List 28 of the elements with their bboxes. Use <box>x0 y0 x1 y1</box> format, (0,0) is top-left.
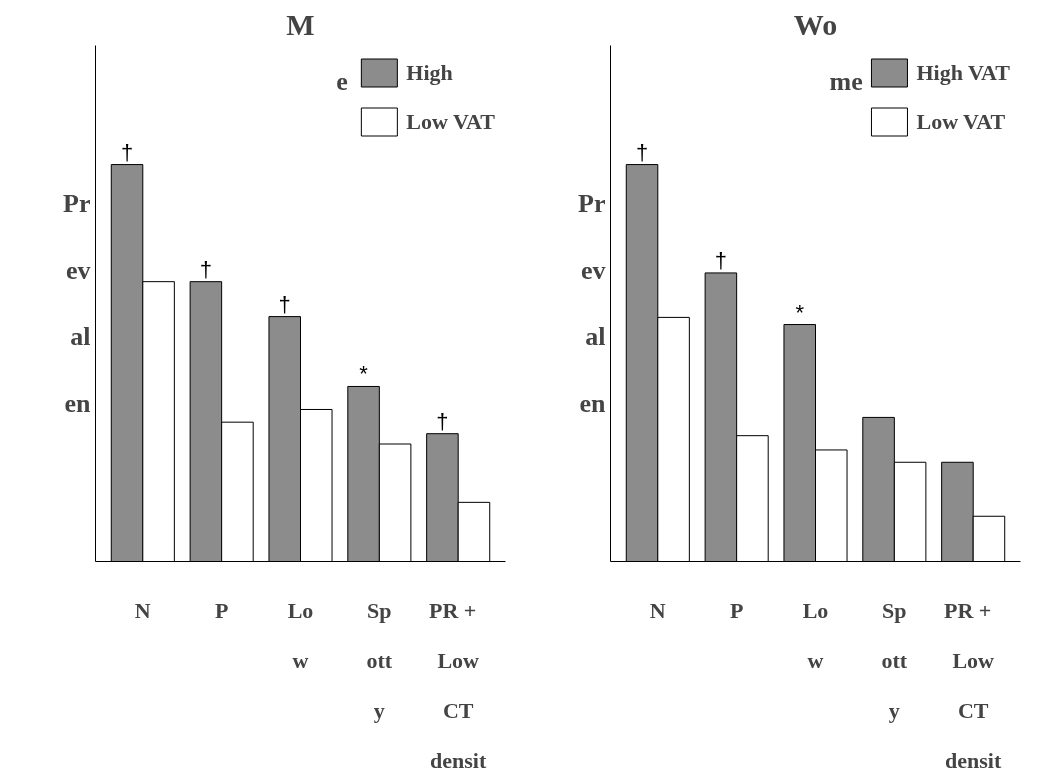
text: e <box>336 67 348 97</box>
chart-title: M <box>286 7 315 41</box>
annotation: * <box>359 361 369 387</box>
x-tick-label: PR + Low CT densit <box>429 597 487 773</box>
x-tick-label: Lo w <box>287 597 314 673</box>
x-tick-label: Lo w <box>802 597 829 673</box>
text: Pr ev al en <box>63 188 91 419</box>
x-tick-label: P <box>729 597 744 623</box>
x-tick-label: N <box>134 597 151 623</box>
annotation: † <box>436 408 449 434</box>
annotation: * <box>795 299 805 325</box>
legend-label: Low VAT <box>916 108 1006 135</box>
x-tick-label: P <box>214 597 229 623</box>
annotation: † <box>120 139 134 165</box>
text: me <box>829 67 863 97</box>
chart-title: Wo <box>793 7 838 41</box>
x-tick-label: Sp ott y <box>366 597 393 723</box>
x-tick-label: PR + Low CT densit <box>944 597 1002 773</box>
annotation: † <box>199 256 213 282</box>
annotation: † <box>278 291 291 317</box>
text: Pr ev al en <box>578 188 606 419</box>
annotation: † <box>635 139 649 165</box>
annotation: † <box>714 247 728 273</box>
x-tick-label: Sp ott y <box>881 597 908 723</box>
legend-label: High <box>406 59 453 86</box>
legend-label: Low VAT <box>406 108 495 135</box>
legend-label: High VAT <box>916 59 1010 86</box>
x-tick-label: N <box>649 597 666 623</box>
